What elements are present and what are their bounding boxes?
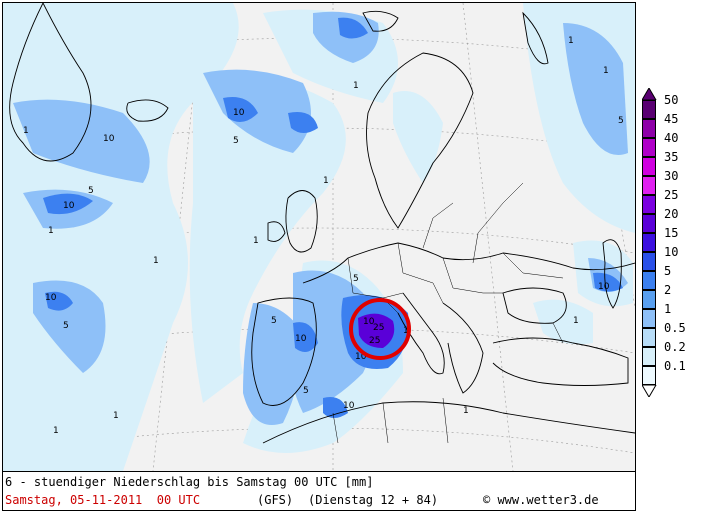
contour-label: 10 — [343, 401, 355, 411]
contour-label: 5 — [618, 116, 624, 126]
contour-label: 5 — [303, 386, 309, 396]
valid-date: Samstag, 05-11-2011 00 UTC — [5, 493, 201, 507]
legend-label: 35 — [664, 150, 679, 164]
legend-label: 1 — [664, 302, 672, 316]
legend-label: 0.1 — [664, 359, 686, 373]
coastlines — [9, 3, 635, 444]
legend-label: 5 — [664, 264, 672, 278]
contour-label: 1 — [48, 226, 54, 236]
contour-label: 1 — [603, 66, 609, 76]
legend-swatch — [642, 157, 656, 176]
chart-title: 6 - stuendiger Niederschlag bis Samstag … — [5, 475, 374, 489]
country-borders — [332, 182, 564, 444]
contour-label: 10 — [45, 293, 57, 303]
highlight-circle — [349, 298, 411, 360]
contour-label: 10 — [295, 334, 307, 344]
legend-swatch — [642, 366, 656, 385]
legend-label: 30 — [664, 169, 679, 183]
map-canvas: 10 10 10 10 10 10 10 10 10 25 25 5 5 5 5… — [3, 3, 635, 471]
contour-label: 25 — [369, 336, 380, 346]
legend-label: 15 — [664, 226, 679, 240]
precipitation-legend: 50 45 40 35 30 25 20 15 10 5 2 1 0.5 0.2 0.1 — [642, 88, 704, 398]
legend-label: 40 — [664, 131, 679, 145]
contour-label: 10 — [233, 108, 245, 118]
contour-label: 1 — [113, 411, 119, 421]
legend-label: 20 — [664, 207, 679, 221]
legend-swatch — [642, 252, 656, 271]
legend-label: 0.2 — [664, 340, 686, 354]
model-run: (Dienstag 12 + 84) — [308, 493, 439, 507]
legend-label: 2 — [664, 283, 672, 297]
contour-label: 5 — [233, 136, 239, 146]
contour-label: 1 — [23, 126, 29, 136]
contour-labels: 10 10 10 10 10 10 10 10 10 25 25 5 5 5 5… — [23, 36, 624, 436]
legend-label: 25 — [664, 188, 679, 202]
legend-swatch — [642, 138, 656, 157]
legend-label: 0.5 — [664, 321, 686, 335]
contour-label: 1 — [253, 236, 259, 246]
legend-swatch — [642, 176, 656, 195]
legend-swatch — [642, 347, 656, 366]
legend-swatch — [642, 271, 656, 290]
legend-swatch — [642, 195, 656, 214]
precipitation-map: 10 10 10 10 10 10 10 10 10 25 25 5 5 5 5… — [2, 2, 636, 472]
contour-label: 5 — [271, 316, 277, 326]
contour-label: 25 — [373, 323, 384, 333]
contour-label: 1 — [153, 256, 159, 266]
contour-label: 10 — [63, 201, 75, 211]
legend-label: 50 — [664, 93, 679, 107]
legend-swatch — [642, 100, 656, 119]
legend-swatch — [642, 290, 656, 309]
legend-swatch — [642, 309, 656, 328]
contour-label: 1 — [463, 406, 469, 416]
contour-label: 1 — [573, 316, 579, 326]
contour-label: 10 — [598, 282, 610, 292]
copyright-notice: © www.wetter3.de — [483, 493, 599, 507]
contour-label: 1 — [53, 426, 59, 436]
contour-label: 1 — [403, 326, 409, 336]
legend-arrow-bottom — [642, 385, 657, 397]
contour-label: 1 — [568, 36, 574, 46]
precip-max — [358, 313, 395, 348]
contour-label: 1 — [353, 81, 359, 91]
legend-swatch — [642, 119, 656, 138]
legend-label: 10 — [664, 245, 679, 259]
contour-label: 1 — [323, 176, 329, 186]
contour-label: 5 — [88, 186, 94, 196]
legend-swatch — [642, 233, 656, 252]
model-name: (GFS) — [257, 493, 294, 507]
contour-label: 5 — [353, 274, 359, 284]
contour-label: 10 — [355, 352, 367, 362]
contour-label: 10 — [363, 317, 375, 327]
legend-swatch — [642, 214, 656, 233]
legend-swatch — [642, 328, 656, 347]
chart-footer: 6 - stuendiger Niederschlag bis Samstag … — [2, 472, 636, 511]
legend-label: 45 — [664, 112, 679, 126]
contour-label: 5 — [63, 321, 69, 331]
legend-arrow-top — [642, 88, 657, 100]
contour-label: 10 — [103, 134, 115, 144]
